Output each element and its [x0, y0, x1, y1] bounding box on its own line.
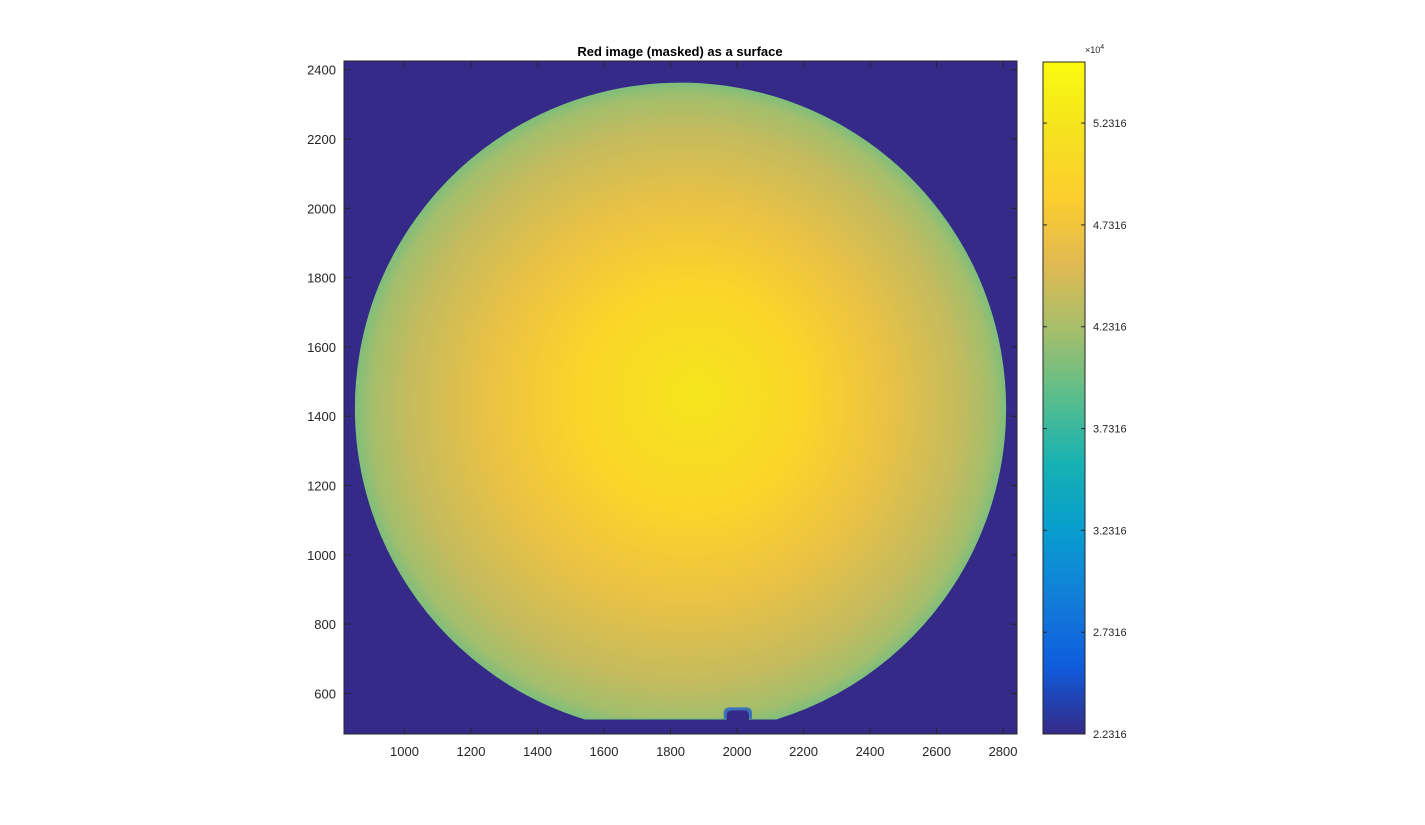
chart-title: Red image (masked) as a surface	[577, 44, 782, 59]
x-tick-label: 1400	[523, 744, 552, 759]
x-tick-label: 2800	[989, 744, 1018, 759]
colorbar-tick-label: 3.7316	[1093, 424, 1127, 436]
colorbar-tick-label: 5.2316	[1093, 118, 1127, 130]
y-tick-label: 1000	[307, 548, 336, 563]
x-tick-label: 1600	[590, 744, 619, 759]
plot-frame	[343, 60, 1018, 735]
x-tick-label: 1200	[457, 744, 486, 759]
wafer-surface	[354, 82, 1007, 720]
colorbar: 2.2316 2.7316 3.2316 3.7316 4.2316 4.7316 5.23…	[1042, 44, 1127, 741]
wafer-notch-inner	[726, 710, 749, 720]
x-tick-label: 2200	[789, 744, 818, 759]
y-tick-label: 2400	[307, 63, 336, 78]
y-tick-label: 600	[314, 686, 336, 701]
x-tick-label: 1800	[656, 744, 685, 759]
y-tick-label: 1600	[307, 340, 336, 355]
colorbar-exponent: ×104	[1085, 44, 1104, 55]
colorbar-tick-label: 3.2316	[1093, 525, 1127, 537]
x-axis: 1000 1200 1400 1600 1800 2000 2200 2400 2600 2800	[390, 61, 1017, 759]
x-tick-label: 2000	[723, 744, 752, 759]
y-tick-label: 2200	[307, 132, 336, 147]
y-tick-label: 1400	[307, 409, 336, 424]
colorbar-tick-label: 2.2316	[1093, 729, 1127, 741]
y-axis: 600 800 1000 1200 1400 1600 1800 2000 2200 2400	[307, 63, 1017, 701]
y-tick-label: 2000	[307, 201, 336, 216]
colorbar-frame	[1042, 61, 1086, 735]
colorbar-tick-label: 2.7316	[1093, 627, 1127, 639]
x-tick-label: 1000	[390, 744, 419, 759]
x-tick-label: 2400	[856, 744, 885, 759]
x-tick-label: 2600	[922, 744, 951, 759]
y-tick-label: 1800	[307, 271, 336, 286]
colorbar-fill	[1043, 62, 1085, 734]
y-tick-label: 800	[314, 617, 336, 632]
colorbar-ticks: 2.2316 2.7316 3.2316 3.7316 4.2316 4.7316 5.23…	[1043, 118, 1127, 741]
y-tick-label: 1200	[307, 479, 336, 494]
plot-area: 1000 1200 1400 1600 1800 2000 2200 2400 2600 2800…	[307, 60, 1018, 759]
colorbar-tick-label: 4.2316	[1093, 322, 1127, 334]
colorbar-tick-label: 4.7316	[1093, 220, 1127, 232]
